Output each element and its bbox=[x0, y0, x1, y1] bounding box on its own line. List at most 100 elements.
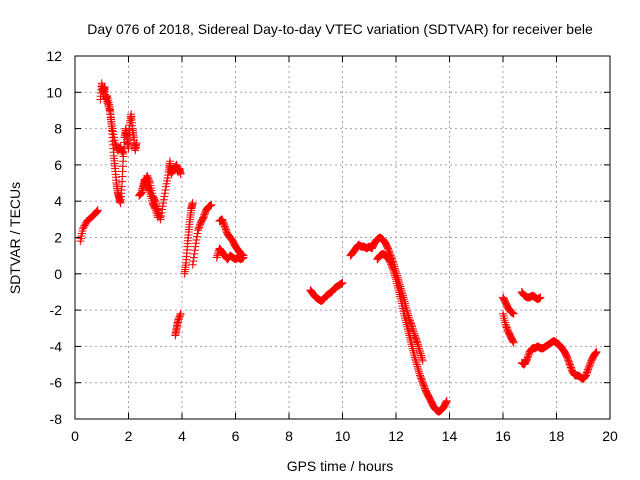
data-point bbox=[213, 251, 222, 260]
data-point bbox=[191, 242, 200, 251]
data-point bbox=[136, 189, 145, 198]
data-point bbox=[153, 211, 162, 220]
y-tick-label: 6 bbox=[54, 157, 62, 173]
data-point bbox=[192, 232, 201, 241]
data-point bbox=[159, 199, 168, 208]
data-point bbox=[188, 199, 197, 208]
data-point bbox=[412, 360, 421, 369]
data-point bbox=[411, 355, 420, 364]
x-tick-label: 18 bbox=[549, 428, 565, 444]
data-point bbox=[190, 249, 199, 258]
data-point bbox=[414, 365, 423, 374]
data-point bbox=[536, 293, 545, 302]
data-point bbox=[592, 348, 601, 357]
data-point bbox=[411, 356, 420, 365]
y-tick-label: 10 bbox=[46, 84, 62, 100]
data-point bbox=[151, 206, 160, 215]
data-point bbox=[118, 148, 127, 157]
grid-lines bbox=[75, 56, 610, 419]
data-point bbox=[176, 309, 185, 318]
data-point bbox=[105, 104, 114, 113]
data-point bbox=[406, 338, 415, 347]
data-point bbox=[160, 189, 169, 198]
data-point bbox=[591, 349, 600, 358]
data-point bbox=[191, 239, 200, 248]
data-point bbox=[405, 333, 414, 342]
data-point bbox=[93, 206, 102, 215]
data-point bbox=[103, 97, 112, 106]
y-tick-label: 0 bbox=[54, 266, 62, 282]
data-point bbox=[413, 362, 422, 371]
data-point bbox=[158, 205, 167, 214]
data-point bbox=[408, 344, 417, 353]
data-point bbox=[189, 253, 198, 262]
x-tick-label: 14 bbox=[442, 428, 458, 444]
data-point bbox=[389, 266, 398, 275]
data-point bbox=[509, 338, 518, 347]
data-point bbox=[408, 342, 417, 351]
data-point bbox=[190, 246, 199, 255]
data-point bbox=[415, 346, 424, 355]
data-point bbox=[413, 364, 422, 373]
data-point bbox=[409, 327, 418, 336]
data-point bbox=[193, 229, 202, 238]
data-point bbox=[188, 260, 197, 269]
y-axis: -8 -6 -4 -2 0 2 4 6 8 10 12 bbox=[46, 48, 610, 427]
data-point bbox=[158, 202, 167, 211]
x-axis-title: GPS time / hours bbox=[287, 458, 394, 474]
x-axis: 0 2 4 6 8 10 12 14 16 18 20 bbox=[71, 56, 618, 444]
data-point bbox=[239, 251, 248, 260]
y-axis-title: SDTVAR / TECUs bbox=[7, 182, 23, 294]
data-point bbox=[338, 278, 347, 287]
data-point bbox=[390, 269, 399, 278]
data-point bbox=[92, 207, 101, 216]
data-point bbox=[415, 367, 424, 376]
data-point bbox=[415, 369, 424, 378]
y-tick-label: 2 bbox=[54, 230, 62, 246]
data-point bbox=[501, 318, 510, 327]
data-point bbox=[390, 271, 399, 280]
data-point bbox=[417, 353, 426, 362]
data-point bbox=[412, 358, 421, 367]
y-tick-label: -8 bbox=[50, 411, 63, 427]
y-tick-label: 12 bbox=[46, 48, 62, 64]
data-point bbox=[106, 113, 115, 122]
data-point bbox=[176, 169, 185, 178]
x-tick-label: 8 bbox=[285, 428, 293, 444]
x-tick-label: 12 bbox=[388, 428, 404, 444]
data-point bbox=[207, 200, 216, 209]
data-point bbox=[499, 311, 508, 320]
data-point bbox=[157, 208, 166, 217]
data-point bbox=[418, 355, 427, 364]
data-point bbox=[391, 273, 400, 282]
y-tick-label: -4 bbox=[50, 338, 63, 354]
data-point bbox=[152, 208, 161, 217]
data-point bbox=[388, 264, 397, 273]
data-point bbox=[192, 236, 201, 245]
data-point bbox=[410, 353, 419, 362]
x-tick-label: 2 bbox=[125, 428, 133, 444]
data-point bbox=[499, 309, 507, 318]
data-point bbox=[417, 351, 426, 360]
data-point bbox=[413, 338, 422, 347]
data-point bbox=[152, 209, 161, 218]
data-point bbox=[104, 101, 113, 110]
data-point bbox=[592, 347, 601, 356]
data-point bbox=[412, 337, 421, 346]
data-point bbox=[93, 207, 102, 216]
y-tick-label: 8 bbox=[54, 121, 62, 137]
y-tick-label: 4 bbox=[54, 193, 62, 209]
data-point bbox=[176, 311, 185, 320]
data-point bbox=[161, 185, 170, 194]
data-point bbox=[500, 316, 509, 325]
data-point bbox=[104, 102, 113, 111]
data-point bbox=[106, 110, 115, 119]
data-points bbox=[76, 79, 601, 416]
data-point bbox=[500, 314, 509, 323]
data-point bbox=[408, 324, 417, 333]
y-tick-label: -6 bbox=[50, 375, 63, 391]
x-tick-label: 20 bbox=[602, 428, 618, 444]
data-point bbox=[509, 309, 518, 318]
x-tick-label: 0 bbox=[71, 428, 79, 444]
